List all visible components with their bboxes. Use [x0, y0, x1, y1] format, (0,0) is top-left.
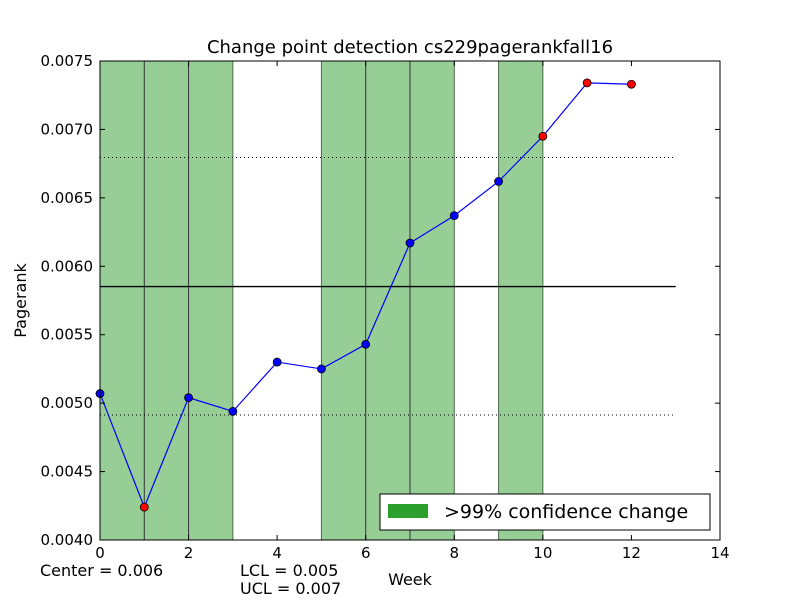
y-axis-title: Pagerank	[11, 263, 30, 338]
x-tick-label-5: 10	[533, 544, 552, 562]
data-point-1	[139, 502, 149, 512]
pagerank-series	[95, 78, 636, 512]
x-tick-label-3: 6	[361, 544, 371, 562]
change-lines	[143, 61, 411, 540]
x-tick-label-2: 4	[272, 544, 282, 562]
change-region-1	[320, 60, 455, 541]
y-tick-label-5: 0.0065	[41, 189, 94, 207]
change-regions	[99, 60, 544, 541]
x-axis-title: Week	[388, 570, 433, 589]
chart-title: Change point detection cs229pagerankfall…	[207, 37, 613, 58]
legend-box	[379, 493, 711, 531]
data-point-5	[317, 364, 326, 374]
x-tick-label-1: 2	[184, 544, 194, 562]
ucl-annotation: UCL = 0.007	[240, 579, 341, 598]
data-point-9	[494, 177, 503, 186]
y-tick-label-6: 0.0070	[41, 120, 94, 138]
axis-ticks: 0 2 4 6 8 10 12 14 0.0040 0.0045 0.0050 0.0055 0.006…	[41, 52, 730, 562]
center-annotation: Center = 0.006	[40, 561, 163, 580]
x-tick-label-7: 14	[710, 544, 729, 562]
data-point-8	[449, 211, 459, 221]
data-point-4	[272, 357, 282, 367]
data-point-7	[405, 238, 415, 248]
change-region-2	[498, 60, 544, 541]
x-tick-label-6: 12	[622, 544, 641, 562]
plot-frame	[99, 60, 721, 541]
legend-label: >99% confidence change	[444, 501, 688, 523]
y-tick-label-4: 0.0060	[41, 257, 94, 275]
legend: >99% confidence change	[379, 493, 711, 531]
change-region-0	[99, 60, 234, 541]
data-point-6	[361, 339, 371, 349]
y-tick-label-7: 0.0075	[41, 52, 94, 70]
y-tick-label-3: 0.0055	[41, 326, 94, 344]
data-point-12	[627, 79, 636, 89]
data-point-11	[582, 78, 592, 88]
legend-swatch	[388, 504, 428, 518]
y-tick-label-2: 0.0050	[41, 394, 94, 412]
x-tick-label-4: 8	[450, 544, 460, 562]
x-tick-label-0: 0	[95, 544, 105, 562]
lcl-annotation: LCL = 0.005	[240, 561, 338, 580]
reference-lines	[100, 156, 676, 416]
data-point-10	[538, 131, 548, 141]
y-tick-label-0: 0.0040	[41, 531, 94, 549]
y-tick-label-1: 0.0045	[41, 463, 94, 481]
data-point-3	[228, 406, 238, 416]
data-point-2	[184, 393, 193, 403]
